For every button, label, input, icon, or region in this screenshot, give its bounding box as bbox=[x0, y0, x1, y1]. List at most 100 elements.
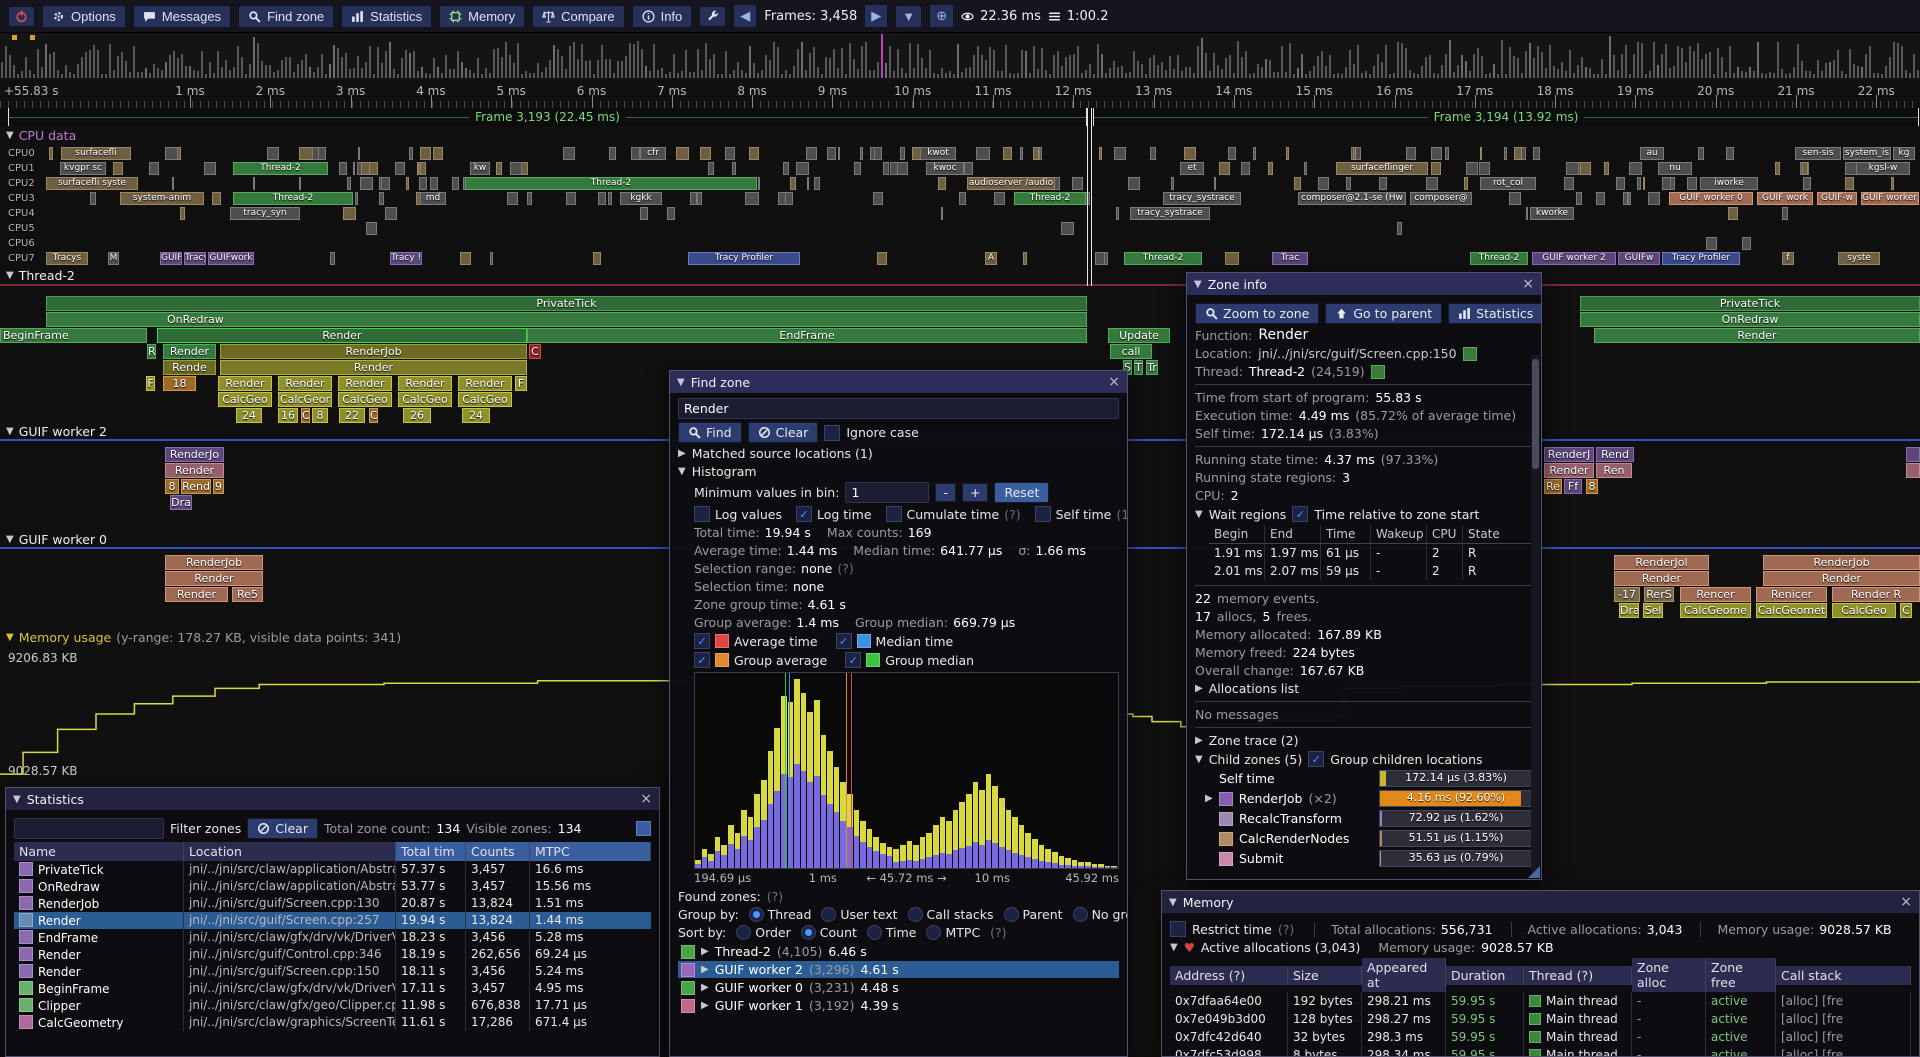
zone-bar[interactable] bbox=[813, 177, 821, 190]
minimap-frame-bar[interactable] bbox=[589, 60, 591, 78]
zone-bar[interactable] bbox=[1525, 207, 1529, 220]
zone-bar[interactable] bbox=[165, 147, 179, 160]
zone-C[interactable]: C bbox=[1900, 603, 1912, 618]
close-icon[interactable]: × bbox=[1900, 894, 1912, 910]
minimap-frame-bar[interactable] bbox=[1713, 73, 1715, 78]
zone-T[interactable]: T bbox=[1134, 360, 1143, 375]
minimap-frame-bar[interactable] bbox=[1485, 73, 1487, 78]
minimap-frame-bar[interactable] bbox=[1325, 66, 1327, 78]
minimap-frame-bar[interactable] bbox=[1005, 45, 1007, 78]
minimap-frame-bar[interactable] bbox=[1849, 48, 1851, 78]
minimap-frame-bar[interactable] bbox=[401, 58, 403, 78]
zone-Render[interactable]: Render bbox=[1763, 571, 1920, 586]
minimap-frame-bar[interactable] bbox=[1177, 55, 1179, 78]
minimap-frame-bar[interactable] bbox=[1413, 72, 1415, 78]
minimap-frame-bar[interactable] bbox=[1529, 42, 1531, 78]
statistics-titlebar[interactable]: ▼ Statistics × bbox=[6, 788, 659, 810]
minimap-frame-bar[interactable] bbox=[1293, 73, 1295, 78]
minimap-frame-bar[interactable] bbox=[1837, 49, 1839, 78]
zone-F[interactable]: F bbox=[146, 376, 155, 391]
minimap-frame-bar[interactable] bbox=[453, 69, 455, 78]
zone-GUIF work[interactable]: GUIF work bbox=[1757, 192, 1813, 205]
zone-Tr[interactable]: Tr bbox=[1146, 360, 1158, 375]
minimap-frame-bar[interactable] bbox=[1117, 67, 1119, 78]
minimap-frame-bar[interactable] bbox=[65, 65, 67, 78]
minimap-frame-bar[interactable] bbox=[1429, 54, 1431, 78]
reset-button[interactable]: Reset bbox=[994, 482, 1050, 503]
zone-bar[interactable] bbox=[666, 207, 675, 220]
frame-span[interactable]: Frame 3,194 (13.92 ms) bbox=[1093, 108, 1919, 126]
child-zone-row[interactable]: ▶ RenderJob (×2) 4.16 ms (92.60%) bbox=[1205, 790, 1533, 807]
statistics-button[interactable]: Statistics bbox=[1448, 303, 1541, 324]
minimap-frame-bar[interactable] bbox=[1265, 58, 1267, 78]
minimap-frame-bar[interactable] bbox=[1165, 69, 1167, 78]
zone-bar[interactable] bbox=[1648, 192, 1661, 205]
minimap-frame-bar[interactable] bbox=[1073, 53, 1075, 78]
zone-bar[interactable] bbox=[883, 162, 889, 175]
minimap-frame-bar[interactable] bbox=[141, 72, 143, 78]
group-children-checkbox[interactable] bbox=[1308, 751, 1325, 767]
minimap-frame-bar[interactable] bbox=[1501, 40, 1503, 78]
minimap-frame-bar[interactable] bbox=[21, 71, 23, 78]
next-frame-button[interactable]: ▶ bbox=[864, 4, 889, 28]
child-zones-node[interactable]: ▼Child zones (5) Group children location… bbox=[1195, 751, 1533, 767]
minimap-frame-bar[interactable] bbox=[1785, 73, 1787, 78]
minimap-frame-bar[interactable] bbox=[73, 74, 75, 78]
zone-bar[interactable] bbox=[732, 162, 737, 175]
minimap-frame-bar[interactable] bbox=[1109, 68, 1111, 78]
minimap-frame-bar[interactable] bbox=[53, 51, 55, 78]
minimap-frame-bar[interactable] bbox=[621, 60, 623, 78]
minimap-frame-bar[interactable] bbox=[1589, 67, 1591, 78]
zone-bar[interactable] bbox=[369, 162, 378, 175]
minimap-frame-bar[interactable] bbox=[1245, 51, 1247, 78]
minimap-frame-bar[interactable] bbox=[1221, 68, 1223, 78]
minimap-frame-bar[interactable] bbox=[745, 73, 747, 78]
minimap-frame-bar[interactable] bbox=[1533, 57, 1535, 78]
minimap-frame-bar[interactable] bbox=[709, 58, 711, 78]
minimap-frame-bar[interactable] bbox=[469, 69, 471, 78]
minimap-frame-bar[interactable] bbox=[217, 50, 219, 78]
minimap-frame-bar[interactable] bbox=[1437, 73, 1439, 78]
minimap-frame-bar[interactable] bbox=[517, 42, 519, 78]
minimap-frame-bar[interactable] bbox=[1701, 58, 1703, 78]
minimap-frame-bar[interactable] bbox=[269, 64, 271, 78]
minimap-frame-bar[interactable] bbox=[1213, 52, 1215, 78]
minimap-frame-bar[interactable] bbox=[1625, 45, 1627, 78]
minimap-frame-bar[interactable] bbox=[1645, 73, 1647, 78]
zone-kgkk[interactable]: kgkk bbox=[620, 192, 662, 205]
close-icon[interactable]: × bbox=[1522, 276, 1534, 292]
minimap-frame-bar[interactable] bbox=[441, 73, 443, 78]
stat-row-location[interactable]: jni/../jni/src/claw/graphics/ScreenText.… bbox=[184, 1014, 396, 1031]
minimap-frame-bar[interactable] bbox=[849, 42, 851, 78]
minimap-frame-bar[interactable] bbox=[985, 59, 987, 78]
minimap-frame-bar[interactable] bbox=[129, 71, 131, 78]
zone-Render[interactable]: Render bbox=[1544, 463, 1594, 478]
zone-tracy_systrace[interactable]: tracy_systrace bbox=[1130, 207, 1210, 220]
zone-bar[interactable] bbox=[204, 162, 217, 175]
minimap-frame-bar[interactable] bbox=[873, 70, 875, 78]
minimap-frame-bar[interactable] bbox=[1577, 64, 1579, 78]
zone-bar[interactable] bbox=[1072, 177, 1084, 190]
focus-frame-button[interactable]: ⊕ bbox=[929, 4, 955, 28]
minimap-frame-bar[interactable] bbox=[1157, 65, 1159, 78]
zone-bar[interactable] bbox=[1303, 162, 1308, 175]
minimap-frame-bar[interactable] bbox=[1, 62, 3, 78]
zone-iworke[interactable]: iworke bbox=[1700, 177, 1758, 190]
zone-bar[interactable] bbox=[640, 207, 648, 220]
minimap-frame-bar[interactable] bbox=[665, 73, 667, 78]
stat-row-location[interactable]: jni/../jni/src/guif/Screen.cpp:257 bbox=[184, 912, 396, 929]
zone-Render[interactable]: Render bbox=[338, 376, 392, 391]
minimap-frame-bar[interactable] bbox=[1025, 51, 1027, 78]
child-zone-row[interactable]: CalcRenderNodes 51.51 µs (1.15%) bbox=[1205, 830, 1533, 847]
minimap-frame-bar[interactable] bbox=[1821, 70, 1823, 78]
zone-bar[interactable] bbox=[357, 147, 361, 160]
zone-bar[interactable] bbox=[211, 192, 221, 205]
minimap-frame-bar[interactable] bbox=[1541, 52, 1543, 78]
legend-median-time[interactable]: Median time bbox=[835, 633, 953, 649]
zone-Render[interactable]: Render bbox=[163, 344, 216, 359]
filter-zones-input[interactable] bbox=[14, 818, 164, 839]
minimap-frame-bar[interactable] bbox=[1049, 74, 1051, 78]
minimap-frame-bar[interactable] bbox=[1505, 73, 1507, 78]
zone-Tracys[interactable]: Tracys bbox=[46, 252, 88, 265]
minimap-frame-bar[interactable] bbox=[1281, 46, 1283, 78]
